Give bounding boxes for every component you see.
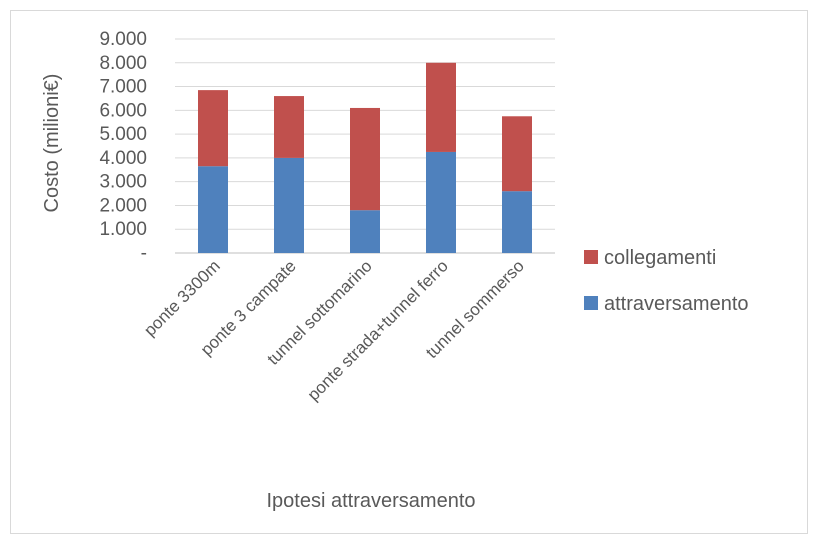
legend: collegamenti attraversamento [584,247,749,315]
y-tick-label: 1.000 [99,219,147,240]
chart-area: - 1.000 2.000 3.000 4.000 5.000 6.000 7.000 8.00… [10,10,808,534]
y-tick-label: - [141,243,147,264]
legend-swatch-collegamenti [584,250,598,264]
y-tick-label: 9.000 [99,29,147,50]
bar-attraversamento [198,166,228,253]
bar-attraversamento [502,191,532,253]
y-tick-label: 2.000 [99,195,147,216]
bar-collegamenti [274,96,304,158]
bar-collegamenti [350,107,380,211]
x-tick-label: ponte 3300m [140,256,224,340]
bar-collegamenti [198,90,228,167]
y-tick-label: 8.000 [99,53,147,74]
x-tick-label: ponte strada+tunnel ferro [304,256,452,404]
bar-attraversamento [350,210,380,253]
x-axis-title: Ipotesi attraversamento [267,490,476,512]
y-tick-label: 5.000 [99,124,147,145]
y-axis-title: Costo (milioni€) [41,74,63,213]
bar-collegamenti [502,116,532,192]
bar-attraversamento [274,157,304,253]
legend-swatch-attraversamento [584,296,598,310]
legend-label-collegamenti: collegamenti [604,247,716,269]
y-tick-label: 3.000 [99,172,147,193]
bar-collegamenti [426,62,456,152]
y-tick-label: 7.000 [99,77,147,98]
y-tick-label: 6.000 [99,100,147,121]
bars [198,62,532,253]
y-tick-label: 4.000 [99,148,147,169]
legend-label-attraversamento: attraversamento [604,293,749,315]
bar-attraversamento [426,151,456,253]
